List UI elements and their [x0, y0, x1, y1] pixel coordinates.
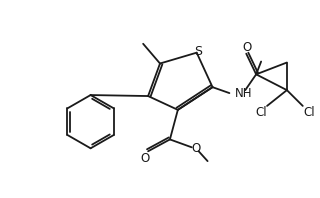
Text: Cl: Cl: [255, 106, 267, 119]
Text: S: S: [194, 45, 202, 58]
Text: O: O: [243, 41, 252, 54]
Text: NH: NH: [235, 87, 253, 100]
Text: O: O: [140, 152, 150, 165]
Text: O: O: [191, 142, 200, 155]
Text: Cl: Cl: [303, 106, 315, 119]
